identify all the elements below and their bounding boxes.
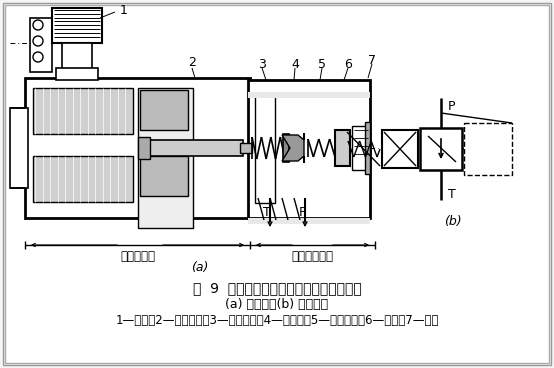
Bar <box>140 90 188 130</box>
Text: 6: 6 <box>344 59 352 71</box>
Text: 5: 5 <box>318 59 326 71</box>
Bar <box>382 130 418 168</box>
Bar <box>56 68 98 80</box>
Text: 2: 2 <box>188 57 196 70</box>
Text: P: P <box>298 206 306 219</box>
Bar <box>33 156 133 202</box>
Bar <box>52 8 102 43</box>
Bar <box>255 95 275 203</box>
Text: 比例电磁铁: 比例电磁铁 <box>121 250 156 262</box>
Bar <box>464 123 512 175</box>
Text: P: P <box>448 99 455 113</box>
Text: 1—插头；2—衔铁推杆；3—传力弹簧；4—锥阀心；5—防振弹簧；6—阀座；7—阀体: 1—插头；2—衔铁推杆；3—传力弹簧；4—锥阀心；5—防振弹簧；6—阀座；7—阀… <box>115 314 439 326</box>
Bar <box>248 92 370 98</box>
Bar <box>352 126 370 170</box>
Bar <box>25 78 250 218</box>
Text: (a) 结构图；(b) 图形符号: (a) 结构图；(b) 图形符号 <box>225 297 329 311</box>
Text: (a): (a) <box>191 262 209 275</box>
Bar <box>148 140 243 156</box>
Text: T: T <box>263 206 271 219</box>
Bar <box>140 156 188 196</box>
Bar <box>62 43 92 73</box>
Bar <box>10 108 28 188</box>
Bar <box>283 134 289 162</box>
Bar <box>248 218 370 224</box>
Text: 7: 7 <box>368 53 376 67</box>
Bar <box>138 137 150 159</box>
Text: 4: 4 <box>291 59 299 71</box>
Text: 直动式压力阀: 直动式压力阀 <box>291 250 333 262</box>
Circle shape <box>33 52 43 62</box>
Bar <box>30 18 52 72</box>
Bar <box>138 88 193 228</box>
Circle shape <box>33 36 43 46</box>
Text: 3: 3 <box>258 59 266 71</box>
Text: 1: 1 <box>120 4 128 17</box>
Polygon shape <box>282 135 304 161</box>
Circle shape <box>33 20 43 30</box>
Bar <box>335 130 350 166</box>
Text: (b): (b) <box>444 216 462 229</box>
Text: 图  9  不带电反馈的直动式电液比例压力阀: 图 9 不带电反馈的直动式电液比例压力阀 <box>193 281 361 295</box>
Bar <box>240 143 252 153</box>
Bar <box>420 128 462 170</box>
Bar <box>365 122 370 174</box>
Text: T: T <box>448 188 456 202</box>
Bar <box>33 88 133 134</box>
Bar <box>248 80 370 218</box>
